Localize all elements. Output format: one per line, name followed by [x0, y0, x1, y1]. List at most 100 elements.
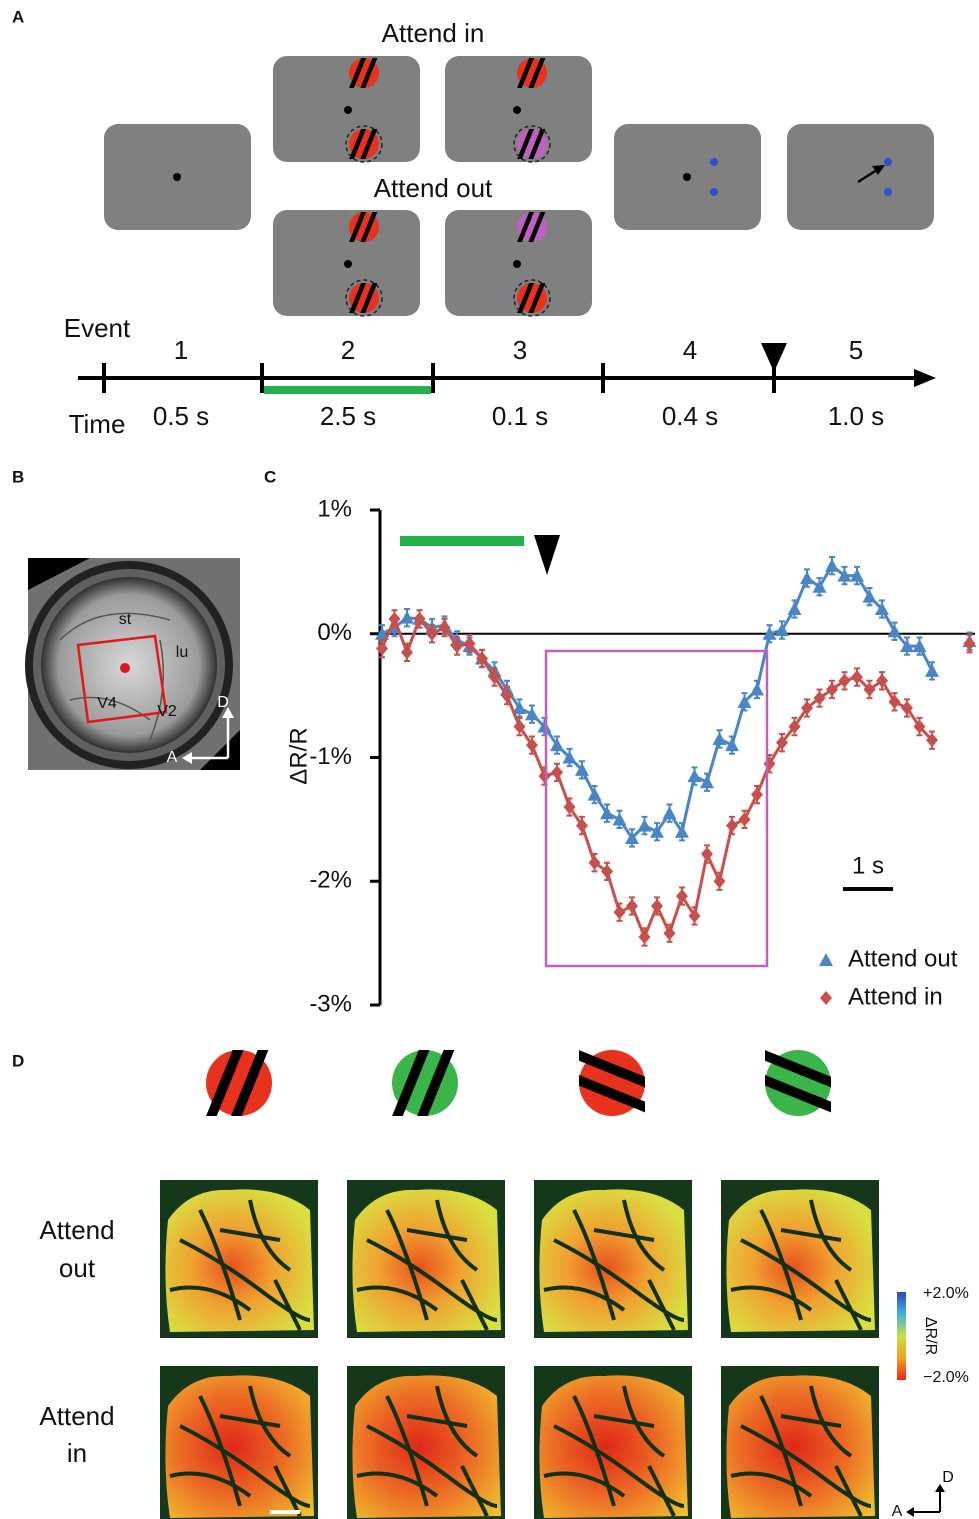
region-label: lu — [176, 644, 188, 661]
marker — [563, 800, 576, 814]
marker — [513, 719, 526, 734]
marker — [600, 806, 614, 820]
marker — [601, 864, 613, 879]
marker — [850, 568, 864, 582]
marker — [426, 626, 438, 641]
marker — [650, 824, 664, 838]
axis-label: Time — [69, 409, 126, 439]
cue-marker — [761, 343, 787, 372]
region-label: V4 — [97, 695, 117, 712]
marker — [413, 611, 426, 626]
marker — [588, 855, 601, 870]
marker — [676, 889, 688, 904]
marker — [488, 670, 501, 685]
analysis-window — [544, 649, 769, 968]
marker — [776, 735, 788, 750]
compass-label: A — [167, 749, 178, 766]
marker — [688, 908, 701, 923]
marker — [675, 824, 689, 838]
marker — [400, 610, 414, 624]
marker — [401, 645, 413, 660]
marker — [787, 602, 802, 615]
compass-label: D — [942, 1469, 954, 1486]
stimulus-bar — [264, 386, 431, 394]
marker — [375, 626, 389, 640]
activity-maps — [160, 1180, 879, 1519]
colorbar-label: +2.0% — [923, 1285, 969, 1302]
event-number: 4 — [683, 335, 697, 365]
marker — [738, 812, 751, 827]
marker — [837, 568, 852, 582]
colorbar-label: −2.0% — [923, 1369, 969, 1386]
marker — [900, 639, 914, 653]
marker — [526, 738, 538, 753]
compass — [912, 1490, 941, 1513]
marker — [887, 624, 902, 638]
timeline — [78, 363, 918, 393]
marker — [501, 688, 513, 703]
marker — [901, 701, 913, 715]
marker — [762, 626, 777, 640]
marker — [376, 641, 388, 656]
marker — [888, 694, 901, 709]
marker — [926, 733, 938, 748]
marker — [637, 818, 652, 832]
y-tick-label: -1% — [309, 743, 352, 770]
marker — [575, 762, 589, 776]
marker — [587, 787, 602, 801]
marker — [826, 682, 838, 697]
panel-label: C — [264, 467, 276, 486]
event-duration: 1.0 s — [828, 401, 884, 431]
stimuli — [206, 1050, 831, 1116]
event-number: 1 — [174, 335, 188, 365]
y-tick-label: 0% — [317, 619, 352, 646]
panel-label: A — [12, 7, 24, 26]
marker — [613, 905, 626, 920]
event-number: 2 — [341, 335, 355, 365]
marker — [476, 651, 488, 666]
marker — [801, 701, 813, 715]
legend-marker — [819, 953, 833, 966]
marker — [550, 738, 564, 752]
compass-label: D — [217, 694, 229, 711]
stimulus-bar — [400, 536, 524, 546]
compass-arrow — [935, 1484, 945, 1492]
marker — [438, 620, 451, 635]
row-label: Attend — [39, 1401, 114, 1431]
event-number: 3 — [513, 335, 527, 365]
marker — [701, 847, 713, 862]
marker — [876, 673, 888, 688]
marker — [751, 787, 763, 802]
marker — [525, 707, 539, 721]
marker — [512, 701, 527, 714]
condition-label: Attend out — [374, 173, 493, 203]
event-duration: 0.5 s — [153, 401, 209, 431]
marker — [662, 806, 677, 820]
marker — [451, 639, 463, 654]
marker — [862, 589, 877, 603]
marker — [537, 719, 552, 733]
scale-label: 1 s — [852, 852, 884, 879]
panel-label: D — [12, 1051, 24, 1070]
region-label: st — [119, 611, 132, 628]
legend-label: Attend out — [848, 945, 958, 972]
marker — [825, 558, 839, 572]
colorbar — [897, 1292, 906, 1380]
y-tick-label: 1% — [317, 495, 352, 522]
marker — [875, 602, 889, 615]
marker — [700, 775, 714, 789]
screens — [104, 56, 934, 317]
compass-arrow — [906, 1507, 914, 1517]
marker — [851, 670, 863, 685]
marker — [863, 682, 876, 697]
region-label: V2 — [157, 703, 177, 720]
timeline-arrow — [914, 369, 936, 387]
marker — [913, 719, 926, 734]
condition-label: Attend in — [382, 18, 485, 48]
y-tick-label: -2% — [309, 867, 352, 894]
marker — [576, 818, 588, 833]
marker — [625, 830, 639, 844]
marker — [788, 719, 801, 734]
y-axis-label: ΔR/R — [285, 727, 312, 784]
